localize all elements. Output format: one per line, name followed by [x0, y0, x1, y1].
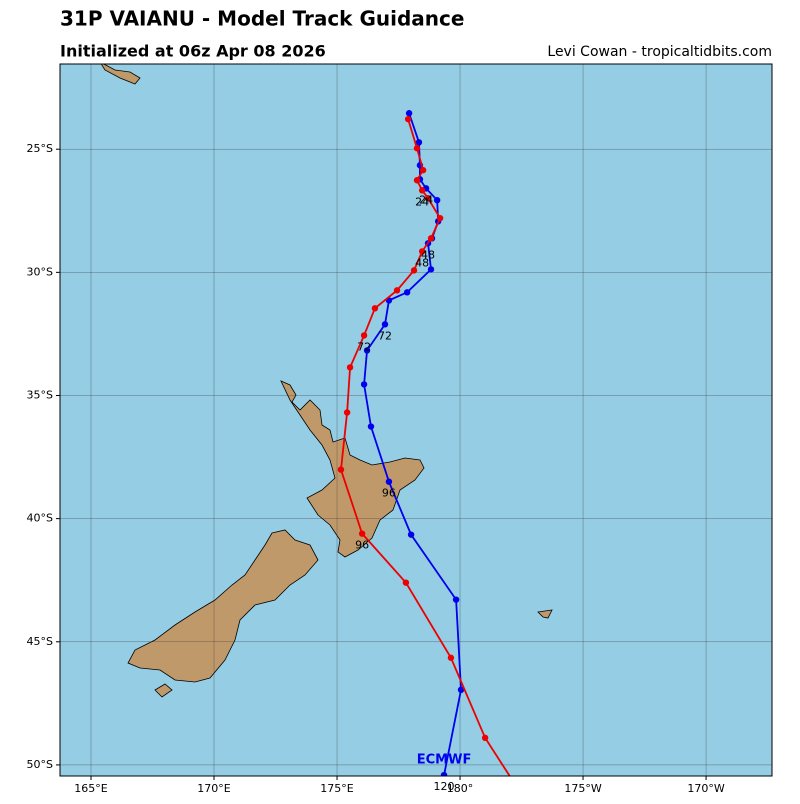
model-label: ECMWF	[417, 753, 472, 768]
track-point	[433, 196, 441, 204]
hour-label: 48	[415, 256, 429, 269]
y-tick-label: 45°S	[27, 635, 53, 648]
hour-label: 24	[419, 193, 433, 206]
land	[100, 64, 553, 698]
y-tick-label: 40°S	[27, 512, 53, 525]
chatham-island	[537, 609, 553, 619]
track-point	[424, 195, 432, 202]
track-point	[343, 409, 351, 416]
track-point	[405, 110, 413, 117]
track-point	[385, 478, 393, 485]
hour-label: 24	[415, 195, 429, 208]
x-tick-label: 180°	[447, 782, 474, 795]
axes: 165°E 170°E 175°E 180° 175°W 170°W 25°S 30°S 35°…	[27, 142, 725, 795]
y-tick-label: 25°S	[27, 142, 53, 155]
track-point	[407, 531, 415, 538]
track-point	[457, 686, 465, 694]
stewart-island	[154, 683, 173, 698]
track-point	[518, 791, 524, 797]
credit: Levi Cowan - tropicaltidbits.com	[547, 44, 772, 60]
title: 31P VAIANU - Model Track Guidance	[60, 7, 464, 31]
track-point	[427, 266, 435, 273]
track-point	[436, 214, 444, 222]
track-point	[363, 347, 371, 354]
track-point	[419, 166, 427, 174]
track-point	[360, 332, 368, 339]
hour-label: 96	[382, 487, 396, 500]
track-point	[360, 381, 368, 388]
y-tick-label: 30°S	[27, 265, 53, 278]
subtitle: Initialized at 06z Apr 08 2026	[60, 42, 326, 61]
hour-label: 120	[434, 780, 455, 793]
south-island	[127, 529, 319, 683]
x-tick-label: 175°W	[564, 782, 601, 795]
track-point	[371, 305, 379, 312]
track-point	[410, 267, 418, 274]
track-point	[367, 423, 375, 430]
track-point	[381, 321, 389, 328]
track-point	[393, 287, 401, 294]
track-point	[447, 654, 455, 661]
track-point	[413, 177, 421, 184]
x-tick-label: 170°E	[197, 782, 230, 795]
track-point	[413, 145, 421, 152]
y-tick-label: 50°S	[27, 758, 53, 771]
track-point	[415, 139, 423, 146]
track-point	[402, 579, 410, 586]
track-point	[404, 115, 412, 123]
track-point	[403, 289, 411, 296]
track-point	[440, 771, 448, 776]
hour-label: 48	[421, 248, 435, 261]
track-point	[418, 187, 426, 194]
x-tick-label: 165°E	[74, 782, 107, 795]
track-point	[358, 530, 366, 537]
track-point	[452, 596, 460, 603]
x-tick-label: 175°E	[320, 782, 353, 795]
track-point	[418, 248, 426, 255]
track-point	[427, 235, 435, 242]
norfolk-area-island	[100, 64, 141, 85]
x-tick-label: 170°W	[687, 782, 724, 795]
track-point	[346, 364, 354, 371]
hour-label: 72	[357, 340, 371, 353]
track-point	[481, 734, 489, 742]
hour-label: 96	[355, 539, 369, 552]
north-island	[280, 380, 425, 558]
hour-label: 72	[378, 329, 392, 342]
track-point	[337, 466, 345, 473]
frame	[59, 63, 773, 777]
y-tick-label: 35°S	[27, 388, 53, 401]
tracks	[337, 110, 524, 797]
